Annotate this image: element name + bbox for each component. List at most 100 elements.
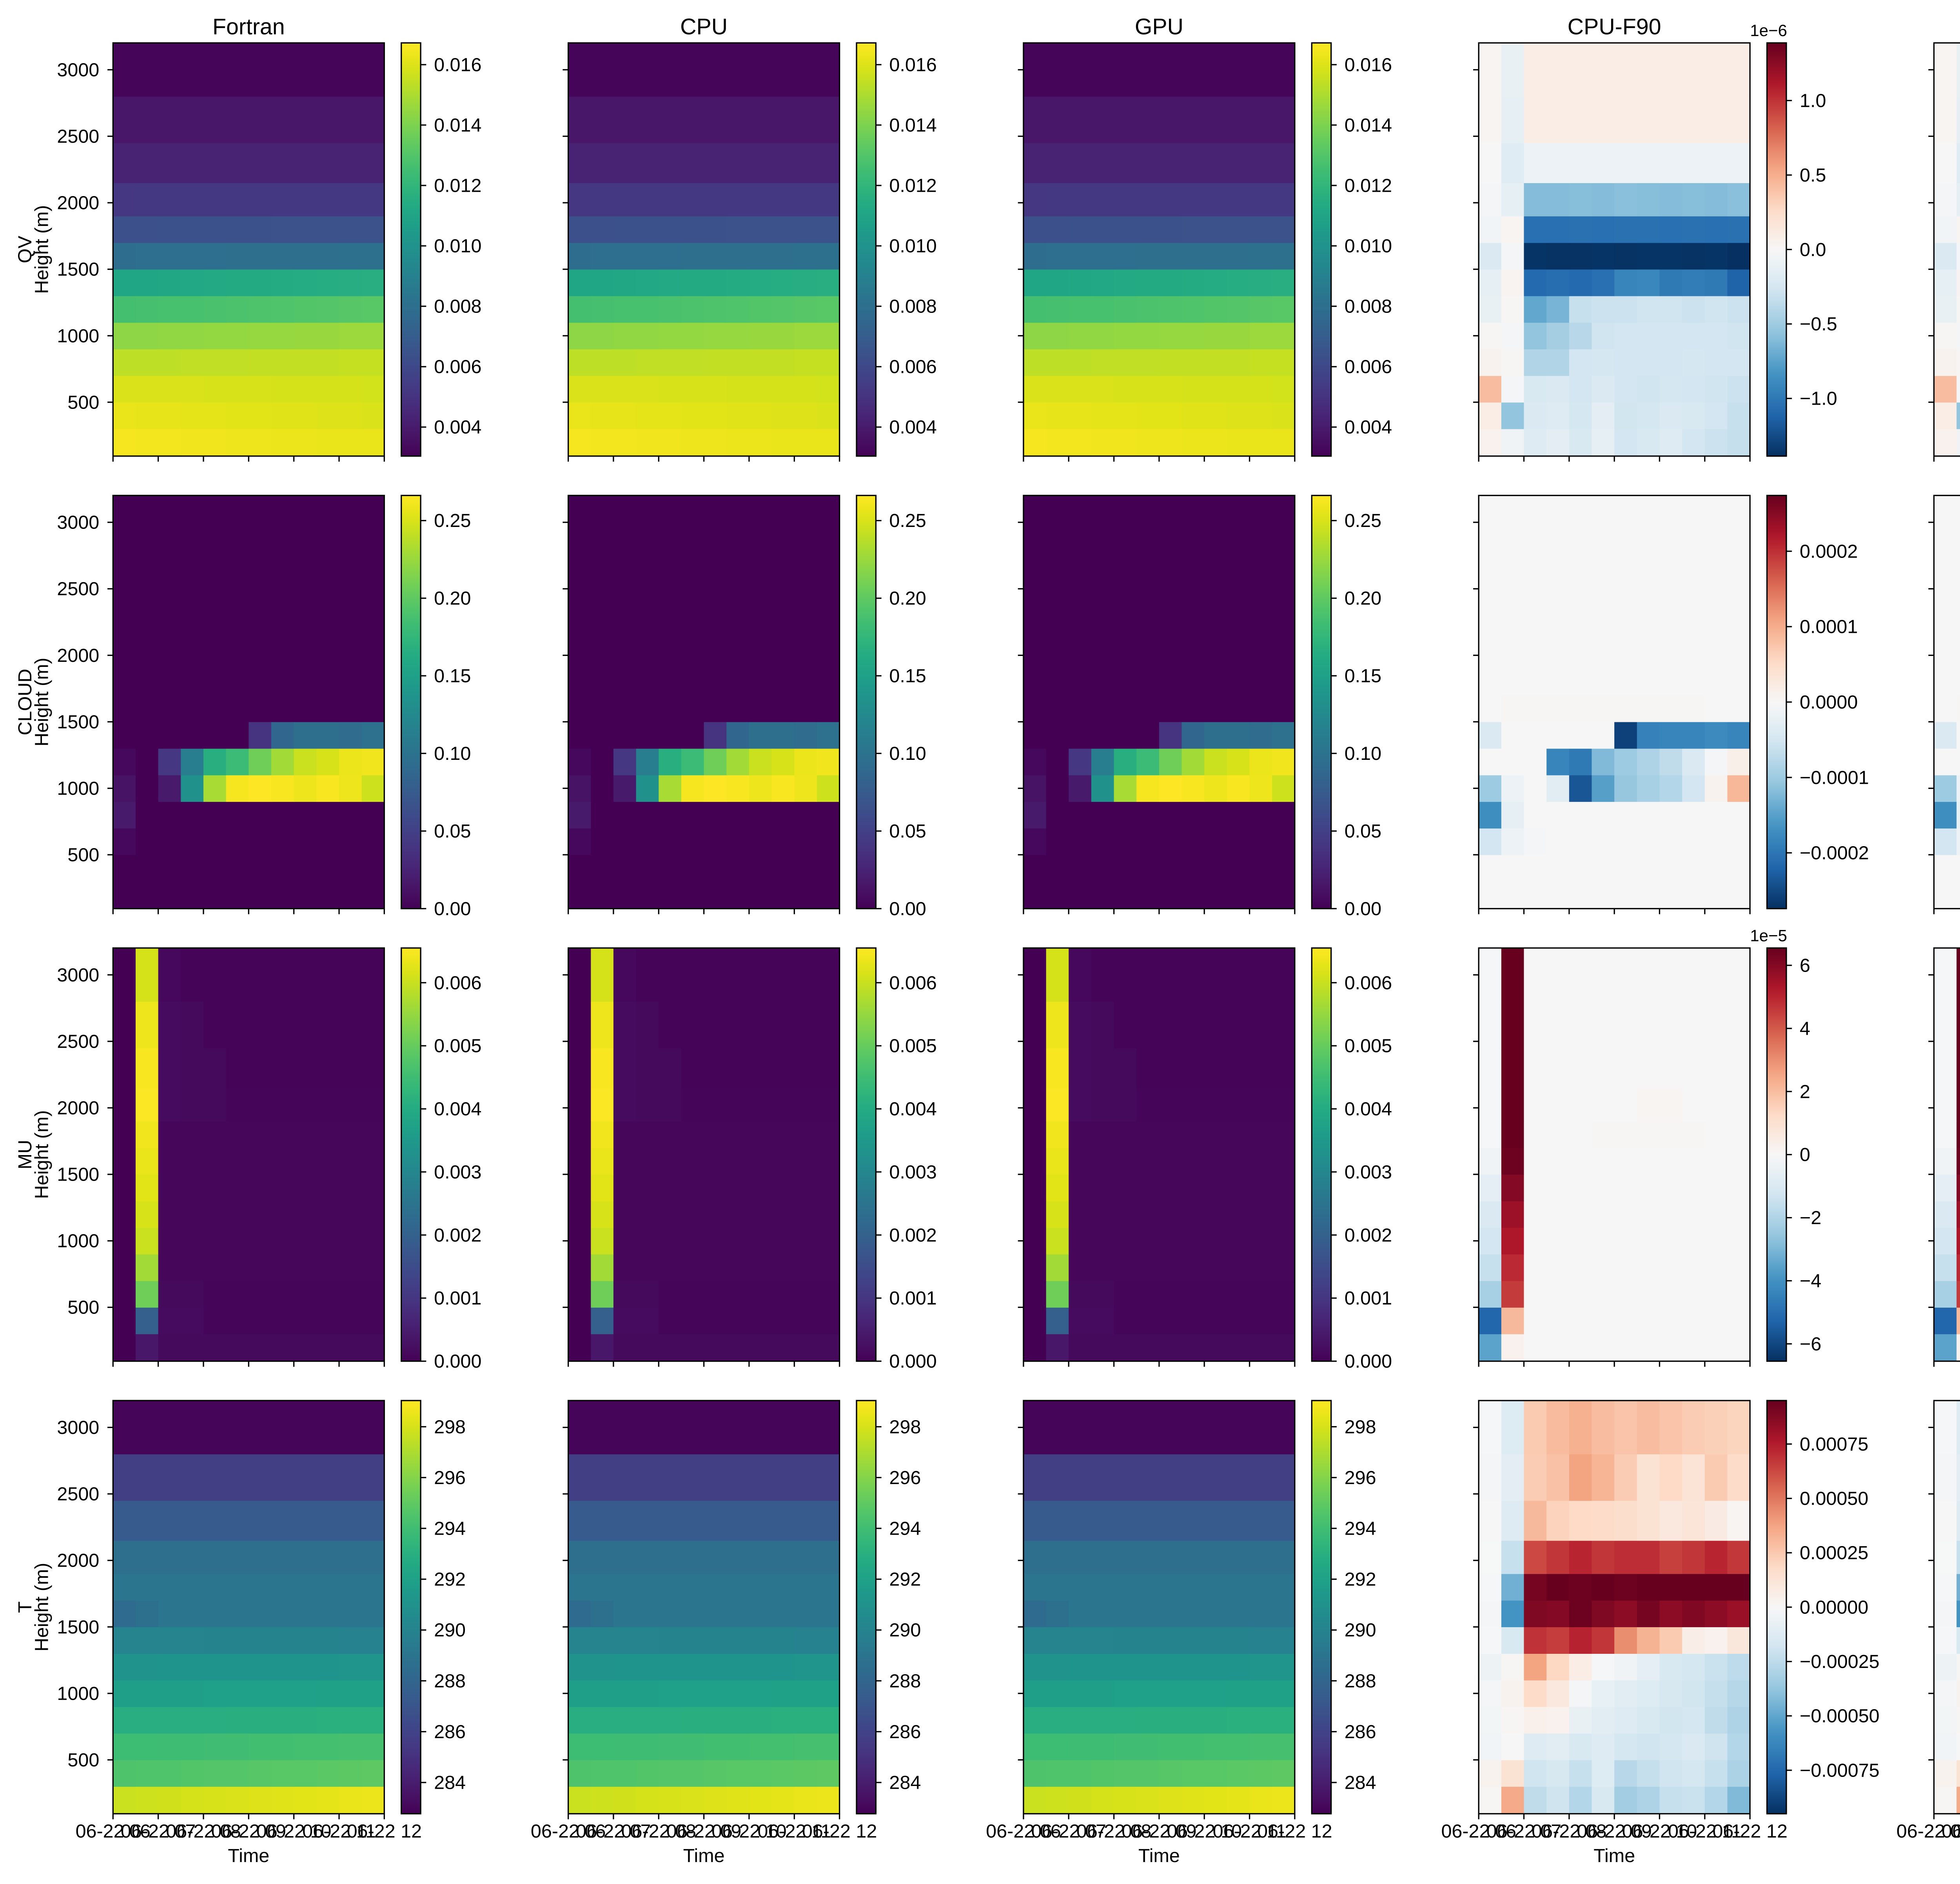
svg-text:1500: 1500	[57, 711, 99, 732]
svg-text:1500: 1500	[57, 1617, 99, 1638]
svg-text:298: 298	[434, 1416, 466, 1437]
svg-text:0.001: 0.001	[1345, 1288, 1392, 1309]
svg-text:0.00050: 0.00050	[1800, 1488, 1868, 1509]
svg-text:1000: 1000	[57, 778, 99, 799]
svg-text:284: 284	[889, 1772, 921, 1793]
svg-text:4: 4	[1800, 1018, 1810, 1039]
svg-text:0.0: 0.0	[1800, 239, 1826, 260]
svg-text:0.00: 0.00	[889, 898, 926, 919]
svg-text:1000: 1000	[57, 1683, 99, 1704]
svg-text:3000: 3000	[57, 59, 99, 80]
svg-text:2000: 2000	[57, 1097, 99, 1119]
svg-text:500: 500	[67, 1297, 99, 1318]
svg-text:0.15: 0.15	[889, 665, 926, 687]
svg-text:1000: 1000	[57, 325, 99, 347]
svg-text:0.004: 0.004	[434, 1099, 481, 1120]
svg-text:Height (m): Height (m)	[31, 1110, 53, 1199]
svg-text:0.012: 0.012	[1345, 175, 1392, 196]
svg-text:3000: 3000	[57, 965, 99, 986]
svg-text:290: 290	[1345, 1620, 1376, 1641]
svg-text:0.05: 0.05	[1345, 821, 1381, 842]
svg-text:0.010: 0.010	[434, 236, 481, 257]
svg-text:294: 294	[1345, 1518, 1376, 1539]
svg-text:1e−6: 1e−6	[1750, 21, 1787, 40]
svg-text:0.000: 0.000	[1345, 1351, 1392, 1372]
svg-text:0.004: 0.004	[889, 417, 936, 438]
svg-text:292: 292	[434, 1569, 466, 1590]
svg-text:0.004: 0.004	[889, 1099, 936, 1120]
svg-text:06-22 07: 06-22 07	[1942, 1820, 1960, 1842]
svg-text:Time: Time	[228, 1845, 269, 1866]
svg-text:500: 500	[67, 845, 99, 866]
svg-text:2500: 2500	[57, 1484, 99, 1505]
svg-text:1000: 1000	[57, 1230, 99, 1252]
svg-text:292: 292	[889, 1569, 921, 1590]
svg-text:0.5: 0.5	[1800, 165, 1826, 186]
svg-text:0.10: 0.10	[1345, 743, 1381, 764]
svg-text:1500: 1500	[57, 259, 99, 280]
svg-text:−0.00075: −0.00075	[1800, 1760, 1880, 1781]
svg-text:GPU: GPU	[1135, 15, 1183, 40]
svg-text:0.25: 0.25	[889, 510, 926, 531]
svg-text:0.002: 0.002	[434, 1225, 481, 1246]
svg-text:0.014: 0.014	[889, 114, 936, 136]
svg-text:0.001: 0.001	[434, 1288, 481, 1309]
svg-text:Height (m): Height (m)	[31, 658, 53, 746]
svg-text:0.012: 0.012	[434, 175, 481, 196]
svg-text:−2: −2	[1800, 1207, 1821, 1228]
svg-text:2500: 2500	[57, 1031, 99, 1052]
svg-text:0.25: 0.25	[434, 510, 471, 531]
svg-text:288: 288	[889, 1670, 921, 1691]
svg-text:3000: 3000	[57, 1417, 99, 1438]
svg-text:Fortran: Fortran	[212, 15, 285, 40]
svg-text:Time: Time	[1593, 1845, 1635, 1866]
svg-text:296: 296	[1345, 1467, 1376, 1488]
svg-text:296: 296	[434, 1467, 466, 1488]
svg-text:−0.00050: −0.00050	[1800, 1706, 1880, 1727]
svg-text:0.003: 0.003	[434, 1161, 481, 1183]
svg-text:0.016: 0.016	[1345, 54, 1392, 75]
svg-text:−4: −4	[1800, 1270, 1821, 1292]
svg-text:2: 2	[1800, 1081, 1810, 1102]
svg-text:0.004: 0.004	[434, 417, 481, 438]
svg-text:0.008: 0.008	[1345, 296, 1392, 317]
svg-text:2000: 2000	[57, 1550, 99, 1571]
svg-text:0.15: 0.15	[434, 665, 471, 687]
svg-text:0.006: 0.006	[434, 972, 481, 994]
svg-text:0.001: 0.001	[889, 1288, 936, 1309]
svg-text:0.002: 0.002	[1345, 1225, 1392, 1246]
svg-text:296: 296	[889, 1467, 921, 1488]
svg-text:−1.0: −1.0	[1800, 388, 1837, 409]
svg-text:Height (m): Height (m)	[31, 205, 53, 294]
svg-text:0.006: 0.006	[1345, 972, 1392, 994]
svg-text:294: 294	[434, 1518, 466, 1539]
svg-text:0.10: 0.10	[889, 743, 926, 764]
svg-text:−0.0001: −0.0001	[1800, 767, 1869, 788]
svg-text:0.004: 0.004	[1345, 1099, 1392, 1120]
svg-text:500: 500	[67, 392, 99, 413]
svg-text:0.016: 0.016	[434, 54, 481, 75]
svg-text:06-22 12: 06-22 12	[347, 1820, 422, 1842]
svg-text:1500: 1500	[57, 1164, 99, 1185]
svg-text:1.0: 1.0	[1800, 90, 1826, 111]
svg-text:0.016: 0.016	[889, 54, 936, 75]
svg-text:0.006: 0.006	[1345, 356, 1392, 378]
svg-text:0.00000: 0.00000	[1800, 1597, 1868, 1618]
svg-text:0.008: 0.008	[889, 296, 936, 317]
svg-text:0.003: 0.003	[1345, 1161, 1392, 1183]
svg-text:0.005: 0.005	[434, 1036, 481, 1057]
svg-text:0.0002: 0.0002	[1800, 541, 1858, 562]
svg-text:0.20: 0.20	[434, 588, 471, 609]
svg-text:0.25: 0.25	[1345, 510, 1381, 531]
svg-text:298: 298	[889, 1416, 921, 1437]
svg-text:298: 298	[1345, 1416, 1376, 1437]
svg-text:2000: 2000	[57, 645, 99, 666]
svg-text:1e−5: 1e−5	[1750, 926, 1787, 945]
svg-text:284: 284	[1345, 1772, 1376, 1793]
svg-text:0: 0	[1800, 1144, 1810, 1165]
svg-text:0.00: 0.00	[434, 898, 471, 919]
svg-text:Height (m): Height (m)	[31, 1563, 53, 1651]
svg-text:−0.5: −0.5	[1800, 314, 1837, 335]
svg-text:0.014: 0.014	[1345, 114, 1392, 136]
svg-text:3000: 3000	[57, 512, 99, 533]
